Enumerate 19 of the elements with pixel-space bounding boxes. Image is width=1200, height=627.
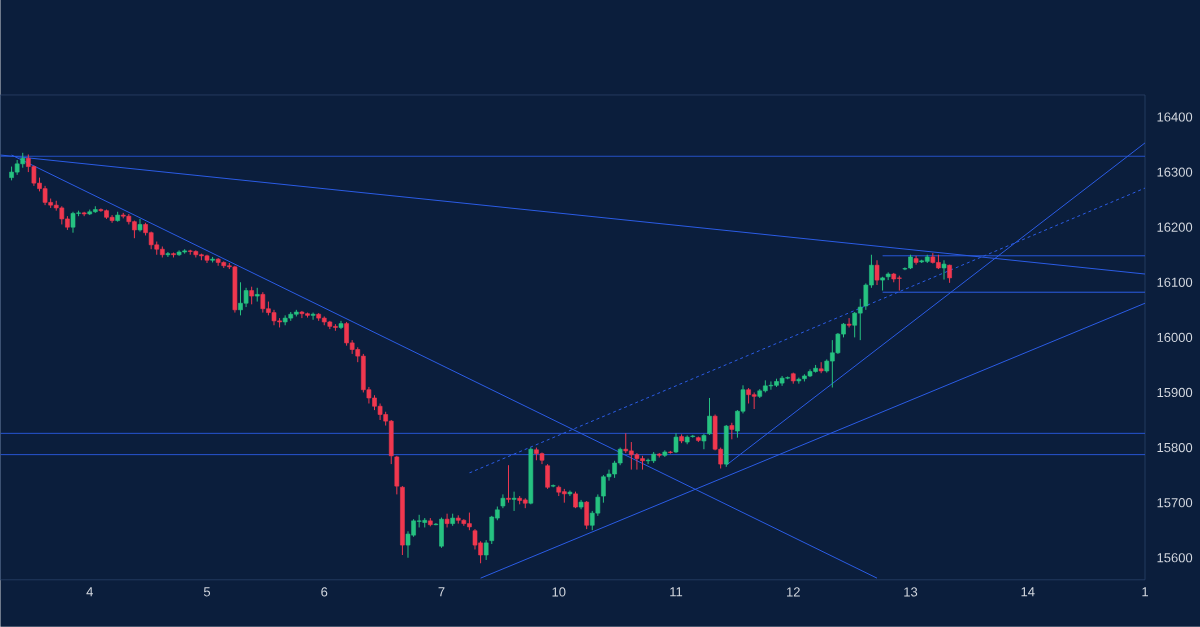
y-tick-label: 15800: [1157, 443, 1193, 453]
y-tick-label: 16000: [1157, 332, 1193, 343]
x-tick-label: 14: [1021, 587, 1035, 597]
x-tick-label: 12: [787, 587, 800, 597]
x-tick-label: 5: [203, 587, 211, 597]
x-tick-label: 1: [1142, 587, 1148, 597]
x-tick-label: 10: [552, 587, 566, 597]
y-tick-label: 15900: [1157, 387, 1193, 398]
y-tick-label: 16200: [1157, 222, 1193, 232]
y-tick-label: 15700: [1157, 498, 1193, 508]
y-tick-label: 15600: [1157, 553, 1193, 563]
x-tick-label: 6: [321, 587, 328, 597]
y-tick-label: 16300: [1157, 167, 1193, 177]
y-tick-label: 16400: [1157, 112, 1193, 122]
x-tick-label: 4: [86, 587, 93, 597]
x-tick-label: 11: [670, 587, 683, 597]
y-tick-label: 16100: [1157, 277, 1193, 287]
x-tick-label: 7: [438, 587, 445, 597]
x-tick-label: 13: [904, 587, 918, 597]
